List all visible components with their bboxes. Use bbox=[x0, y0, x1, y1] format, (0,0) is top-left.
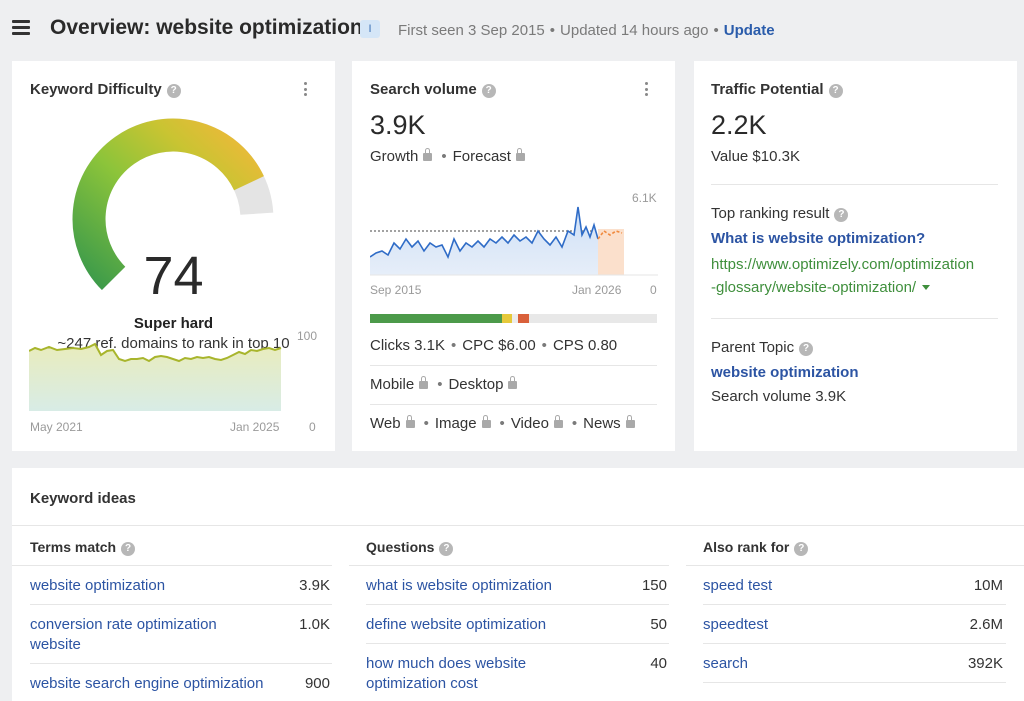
header-meta: First seen 3 Sep 2015 • Updated 14 hours a… bbox=[398, 22, 775, 39]
tp-value-usd: Value $10.3K bbox=[711, 148, 800, 165]
kd-label: Super hard bbox=[133, 315, 214, 332]
list-item[interactable]: what is website optimization 150 bbox=[366, 577, 667, 594]
updated-time: Updated 14 hours ago bbox=[560, 22, 709, 39]
top-result-label: Top ranking result? bbox=[711, 205, 849, 222]
parent-topic-volume: Search volume 3.9K bbox=[711, 388, 847, 405]
sv-axis-min: 0 bbox=[650, 283, 657, 297]
kd-history-chart bbox=[29, 342, 282, 411]
sv-device-row: Mobile • Desktop bbox=[370, 376, 520, 393]
list-item[interactable]: website optimization 3.9K bbox=[30, 577, 330, 594]
hamburger-icon[interactable] bbox=[12, 20, 30, 35]
question-circle-icon[interactable]: ? bbox=[799, 342, 814, 356]
sv-axis-start: Sep 2015 bbox=[370, 283, 422, 297]
traffic-potential-card: Traffic Potential? 2.2K Value $10.3K Top… bbox=[694, 61, 1017, 451]
list-item[interactable]: speed test 10M bbox=[703, 577, 1003, 594]
sv-axis-end: Jan 2026 bbox=[572, 283, 622, 297]
parent-topic-label: Parent Topic? bbox=[711, 339, 814, 356]
list-item[interactable]: conversion rate optimization website 1.0K bbox=[30, 616, 330, 653]
top-result-title[interactable]: What is website optimization? bbox=[711, 230, 926, 247]
tp-title: Traffic Potential? bbox=[711, 81, 843, 98]
page-title: Overview: website optimization bbox=[50, 16, 363, 39]
list-item[interactable]: search 392K bbox=[703, 655, 1003, 672]
question-circle-icon[interactable]: ? bbox=[794, 542, 809, 556]
kd-axis-min: 0 bbox=[309, 420, 316, 434]
intent-badge[interactable]: I bbox=[360, 20, 380, 38]
kd-axis-max: 100 bbox=[297, 329, 318, 343]
sv-line bbox=[370, 206, 599, 260]
page-header: Overview: website optimization I First s… bbox=[0, 0, 1024, 60]
sv-serp-type-row: Web • Image • Video • News bbox=[370, 415, 638, 432]
search-volume-card: Search volume? 3.9K Growth • Forecast 6.1K… bbox=[352, 61, 675, 451]
question-circle-icon[interactable]: ? bbox=[439, 542, 454, 556]
lock-icon bbox=[553, 415, 563, 428]
questions-title: Questions? bbox=[366, 539, 454, 556]
list-item[interactable]: speedtest 2.6M bbox=[703, 616, 1003, 633]
sv-area bbox=[370, 207, 598, 275]
kd-axis-end: Jan 2025 bbox=[230, 420, 280, 434]
question-circle-icon[interactable]: ? bbox=[481, 84, 496, 98]
sv-axis-max: 6.1K bbox=[632, 191, 657, 205]
question-circle-icon[interactable]: ? bbox=[166, 84, 181, 98]
terms-match-title: Terms match? bbox=[30, 539, 136, 556]
kebab-menu-icon[interactable] bbox=[304, 82, 308, 99]
lock-icon bbox=[515, 148, 525, 161]
sv-forecast-line bbox=[597, 229, 623, 240]
parent-topic-link[interactable]: website optimization bbox=[711, 364, 859, 381]
kd-axis-start: May 2021 bbox=[30, 420, 83, 434]
list-item[interactable]: how much does website optimization cost 4… bbox=[366, 655, 667, 692]
kd-area bbox=[29, 344, 281, 411]
question-circle-icon[interactable]: ? bbox=[834, 208, 849, 222]
list-item[interactable]: define website optimization 50 bbox=[366, 616, 667, 633]
lock-icon bbox=[423, 148, 433, 161]
question-circle-icon[interactable]: ? bbox=[121, 542, 136, 556]
gauge-fill bbox=[72, 118, 264, 291]
lock-icon bbox=[625, 415, 635, 428]
kebab-menu-icon[interactable] bbox=[645, 82, 649, 99]
sv-forecast-area bbox=[598, 229, 624, 275]
lock-icon bbox=[508, 376, 518, 389]
lock-icon bbox=[481, 415, 491, 428]
list-item[interactable]: website search engine optimization 900 bbox=[30, 675, 330, 692]
sv-value: 3.9K bbox=[370, 110, 426, 140]
update-link[interactable]: Update bbox=[723, 22, 775, 39]
tp-value: 2.2K bbox=[711, 110, 767, 140]
keyword-difficulty-card: Keyword Difficulty? 74 Super hard ~247 r… bbox=[12, 61, 335, 451]
kd-line bbox=[29, 342, 282, 363]
first-seen: First seen 3 Sep 2015 bbox=[398, 22, 545, 39]
sv-clicks-row: Clicks 3.1K • CPC $6.00 • CPS 0.80 bbox=[370, 337, 618, 354]
kd-subtitle: ~247 ref. domains to rank in top 10 bbox=[57, 335, 290, 352]
top-result-url[interactable]: https://www.optimizely.com/optimization -… bbox=[711, 256, 975, 296]
kd-gauge bbox=[72, 118, 274, 291]
sv-history-chart bbox=[370, 206, 658, 276]
lock-icon bbox=[405, 415, 415, 428]
kd-title: Keyword Difficulty? bbox=[30, 81, 181, 98]
caret-down-icon[interactable] bbox=[922, 285, 931, 290]
question-circle-icon[interactable]: ? bbox=[828, 84, 843, 98]
sv-title: Search volume? bbox=[370, 81, 496, 98]
also-rank-for-title: Also rank for? bbox=[703, 539, 809, 556]
kd-score: 74 bbox=[143, 246, 204, 306]
keyword-ideas-title: Keyword ideas bbox=[30, 490, 136, 507]
keyword-ideas-card: Keyword ideas Terms match? website optim… bbox=[12, 468, 1024, 701]
serp-bar bbox=[370, 314, 657, 323]
sv-growth-row: Growth • Forecast bbox=[370, 148, 528, 165]
lock-icon bbox=[419, 376, 429, 389]
